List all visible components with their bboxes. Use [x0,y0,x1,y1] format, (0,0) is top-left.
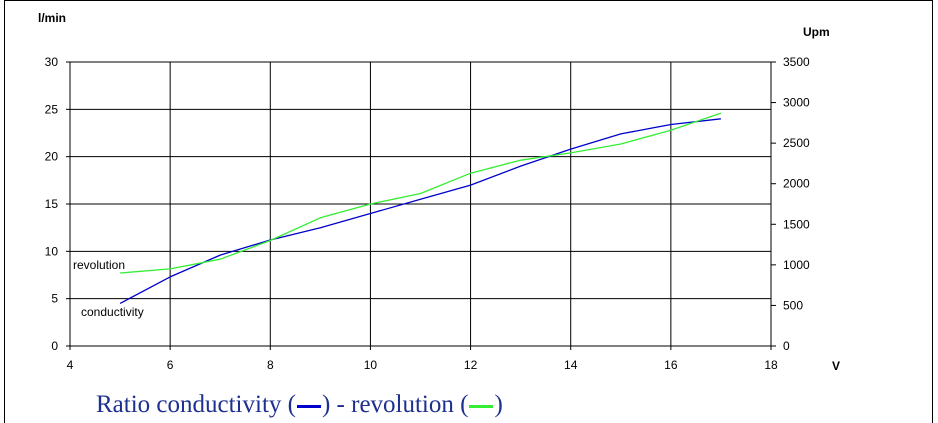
annotation-conductivity: conductivity [81,305,144,319]
caption-blue-swatch [296,404,321,408]
axes [66,61,776,350]
y-left-tick-labels: 0 5 10 15 20 25 30 [45,55,59,353]
y-right-tick-label: 3000 [783,96,810,110]
y-right-tick-label: 1500 [783,217,810,231]
y-right-tick-label: 0 [783,339,790,353]
chart-caption: Ratio conductivity ( ) - revolution () [96,387,503,423]
y-left-tick-label: 30 [45,55,59,69]
y-left-tick-label: 20 [45,150,59,164]
y-right-tick-label: 2500 [783,136,810,150]
y-left-tick-label: 0 [51,339,58,353]
grid [69,61,772,347]
caption-suffix: ) [494,391,503,418]
x-unit-label: V [832,359,840,373]
chart-frame [4,0,933,423]
caption-prefix: Ratio conductivity ( [96,391,296,418]
y-right-tick-label: 500 [783,298,803,312]
x-tick-label: 18 [764,358,778,372]
x-tick-label: 6 [167,358,174,372]
x-tick-label: 8 [267,358,274,372]
y-left-unit-label: l/min [38,11,66,25]
x-tick-label: 16 [664,358,678,372]
y-left-tick-label: 10 [45,244,59,258]
series-line-conductivity [119,118,721,304]
y-right-tick-label: 1000 [783,258,810,272]
series-lines [119,112,722,304]
x-tick-labels: 4 6 8 10 12 14 16 18 [67,358,778,372]
y-left-tick-label: 5 [51,292,58,306]
y-right-unit-label: Upm [803,25,830,39]
plot-border [69,61,772,347]
caption-middle: ) - revolution ( [321,391,469,418]
x-tick-label: 10 [364,358,378,372]
series-line-revolution [120,112,722,274]
caption-green-swatch [469,404,494,408]
y-right-tick-label: 2000 [783,177,810,191]
y-left-tick-label: 15 [45,197,59,211]
y-left-tick-label: 25 [45,102,59,116]
x-tick-label: 14 [564,358,578,372]
y-right-tick-label: 3500 [783,55,810,69]
x-tick-label: 12 [464,358,478,372]
x-tick-label: 4 [67,358,74,372]
annotation-revolution: revolution [73,258,125,272]
y-right-tick-labels: 0 500 1000 1500 2000 2500 3000 3500 [783,55,810,353]
